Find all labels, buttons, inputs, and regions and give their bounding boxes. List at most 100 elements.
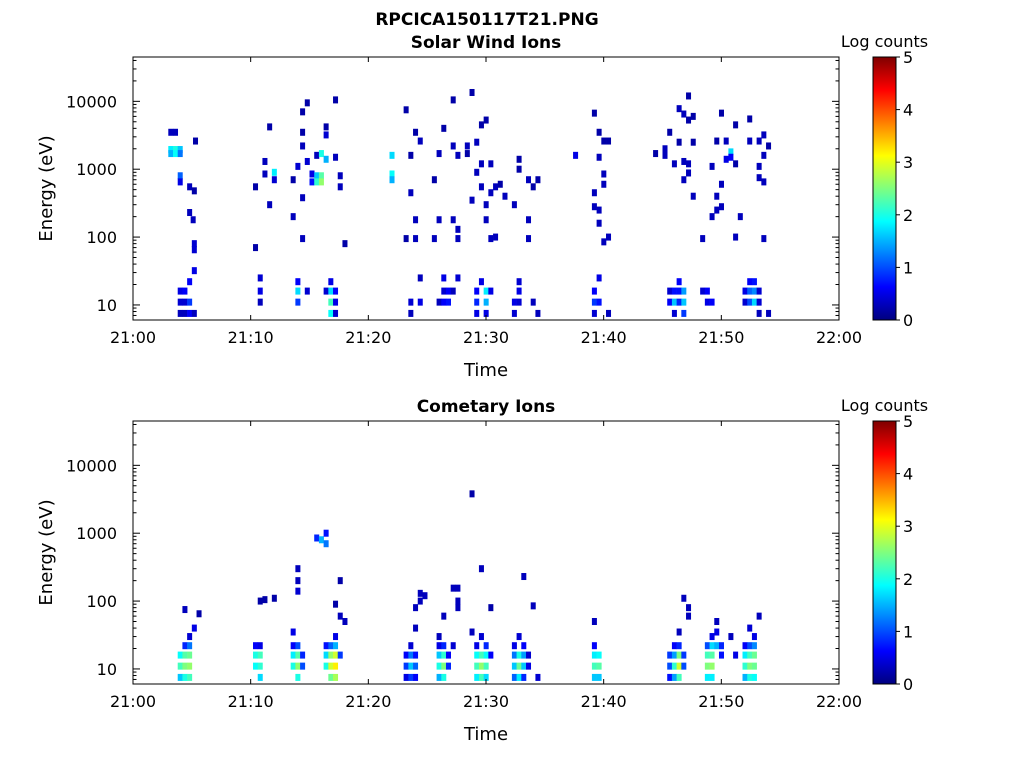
data-cell	[714, 137, 720, 145]
data-cell	[290, 651, 296, 659]
data-cell	[601, 137, 607, 145]
data-cell	[474, 642, 480, 650]
data-cell	[328, 662, 334, 670]
data-cell	[257, 673, 263, 681]
data-cell	[676, 628, 682, 636]
colorbar	[872, 420, 897, 685]
data-cell	[295, 662, 301, 670]
data-cell	[328, 278, 334, 286]
data-cell	[747, 662, 753, 670]
data-cell	[478, 565, 484, 573]
data-cell	[761, 131, 767, 139]
data-cell	[676, 662, 682, 670]
data-cell	[337, 183, 343, 191]
data-cell	[733, 160, 739, 168]
data-cell	[408, 309, 414, 317]
data-cell	[436, 673, 442, 681]
data-cell	[290, 176, 296, 184]
data-cell	[267, 123, 273, 131]
data-cell	[168, 150, 174, 158]
data-cell	[177, 150, 183, 158]
data-cell	[257, 597, 263, 605]
data-cell	[488, 160, 494, 168]
data-cell	[530, 298, 536, 306]
x-tick-label: 21:00	[110, 692, 156, 711]
data-cell	[671, 673, 677, 681]
data-cell	[196, 610, 202, 618]
data-cell	[474, 298, 480, 306]
data-cell	[333, 96, 339, 104]
data-cell	[733, 121, 739, 129]
data-cell	[676, 298, 682, 306]
data-cell	[530, 183, 536, 191]
data-cell	[766, 142, 772, 150]
data-cell	[723, 137, 729, 145]
data-cell	[483, 309, 489, 317]
y-axis-label: Energy (eV)	[36, 135, 57, 241]
data-cell	[478, 651, 484, 659]
data-cell	[667, 128, 673, 136]
data-cell	[747, 651, 753, 659]
data-cell	[653, 150, 659, 158]
data-cell	[318, 536, 324, 544]
data-cell	[718, 109, 724, 117]
data-cell	[187, 642, 193, 650]
data-cell	[314, 151, 320, 159]
data-cell	[455, 604, 461, 612]
data-cell	[751, 287, 757, 295]
data-cell	[751, 278, 757, 286]
colorbar-tick-label: 3	[903, 153, 913, 172]
data-cell	[436, 150, 442, 158]
data-cell	[535, 673, 541, 681]
data-cell	[173, 150, 179, 158]
data-cell	[191, 624, 197, 632]
data-cell	[267, 201, 273, 209]
data-cell	[690, 192, 696, 200]
data-cell	[469, 196, 475, 204]
data-cell	[436, 662, 442, 670]
data-cell	[408, 642, 414, 650]
data-cell	[304, 287, 310, 295]
data-cell	[526, 235, 532, 243]
data-cell	[182, 642, 188, 650]
data-cell	[483, 673, 489, 681]
x-tick-label: 21:40	[581, 692, 627, 711]
data-cell	[445, 651, 451, 659]
data-cell	[667, 298, 673, 306]
data-cell	[591, 189, 597, 197]
data-cell	[474, 168, 480, 176]
data-cell	[413, 128, 419, 136]
data-cell	[511, 309, 517, 317]
data-cell	[596, 153, 602, 161]
data-cell	[309, 178, 315, 186]
data-cell	[295, 287, 301, 295]
data-cell	[408, 673, 414, 681]
data-cell	[516, 633, 522, 641]
data-cell	[441, 298, 447, 306]
data-cell	[290, 642, 296, 650]
data-cell	[671, 642, 677, 650]
y-tick-label: 10000	[66, 92, 117, 111]
data-cell	[751, 642, 757, 650]
data-cell	[413, 235, 419, 243]
data-cell	[535, 309, 541, 317]
data-cell	[478, 633, 484, 641]
data-cell	[455, 584, 461, 592]
data-cell	[526, 651, 532, 659]
data-cell	[671, 298, 677, 306]
y-tick-label: 100	[86, 228, 117, 247]
data-cell	[714, 192, 720, 200]
data-cell	[408, 189, 414, 197]
data-cell	[389, 176, 395, 184]
data-cell	[257, 287, 263, 295]
data-cell	[295, 278, 301, 286]
data-cell	[530, 602, 536, 610]
data-cell	[417, 274, 423, 282]
data-cell	[318, 150, 324, 158]
data-cell	[667, 651, 673, 659]
data-cell	[714, 628, 720, 636]
data-cell	[271, 176, 277, 184]
data-cell	[333, 298, 339, 306]
colorbar	[872, 56, 897, 321]
data-cell	[535, 176, 541, 184]
